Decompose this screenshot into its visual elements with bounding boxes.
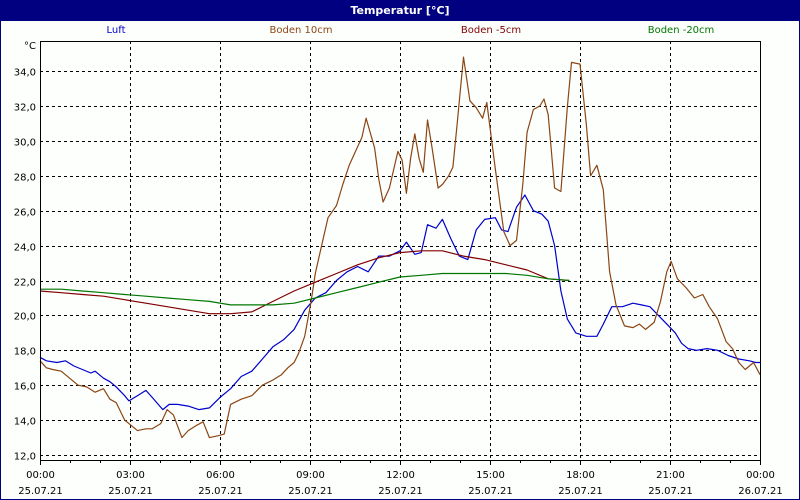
y-tick-label: 32,0 xyxy=(14,103,36,114)
x-tick-date: 25.07.21 xyxy=(648,486,693,497)
x-tick-date: 25.07.21 xyxy=(378,486,423,497)
plot-frame xyxy=(40,41,761,461)
x-tick-date: 25.07.21 xyxy=(108,486,153,497)
y-axis-unit: °C xyxy=(24,41,36,52)
x-tick-time: 12:00 xyxy=(386,470,415,481)
chart-title: Temperatur [°C] xyxy=(1,1,799,21)
series-boden-10cm xyxy=(39,56,761,439)
y-tick-label: 12,0 xyxy=(14,452,36,463)
series-boden-5cm xyxy=(39,250,570,315)
x-tick-time: 18:00 xyxy=(566,470,595,481)
x-tick-date: 25.07.21 xyxy=(558,486,603,497)
x-tick-date: 25.07.21 xyxy=(288,486,333,497)
x-tick-time: 00:00 xyxy=(26,470,55,481)
y-tick-label: 20,0 xyxy=(14,312,36,323)
x-tick-time: 00:00 xyxy=(746,470,775,481)
y-tick-label: 34,0 xyxy=(14,68,36,79)
x-tick-time: 21:00 xyxy=(656,470,685,481)
x-tick-date: 25.07.21 xyxy=(198,486,243,497)
series-boden-20cm xyxy=(40,272,570,306)
y-tick-label: 24,0 xyxy=(14,243,36,254)
x-tick-time: 09:00 xyxy=(296,470,325,481)
x-tick-time: 03:00 xyxy=(116,470,145,481)
x-tick-date: 26.07.21 xyxy=(738,486,783,497)
y-tick-label: 28,0 xyxy=(14,173,36,184)
y-tick-label: 22,0 xyxy=(14,278,36,289)
y-tick-label: 14,0 xyxy=(14,417,36,428)
legend-boden-minus-20cm: Boden -20cm xyxy=(647,25,715,36)
x-tick-time: 15:00 xyxy=(476,470,505,481)
y-tick-label: 16,0 xyxy=(14,382,36,393)
legend-boden-minus-5cm: Boden -5cm xyxy=(460,25,522,36)
y-tick-label: 30,0 xyxy=(14,138,36,149)
y-tick-label: 18,0 xyxy=(14,347,36,358)
legend-boden-10cm: Boden 10cm xyxy=(269,25,333,36)
x-tick-date: 25.07.21 xyxy=(468,486,513,497)
x-tick-date: 25.07.21 xyxy=(18,486,63,497)
legend-luft: Luft xyxy=(106,25,126,36)
y-tick-label: 26,0 xyxy=(14,208,36,219)
series-luft xyxy=(39,194,760,411)
x-tick-time: 06:00 xyxy=(206,470,235,481)
